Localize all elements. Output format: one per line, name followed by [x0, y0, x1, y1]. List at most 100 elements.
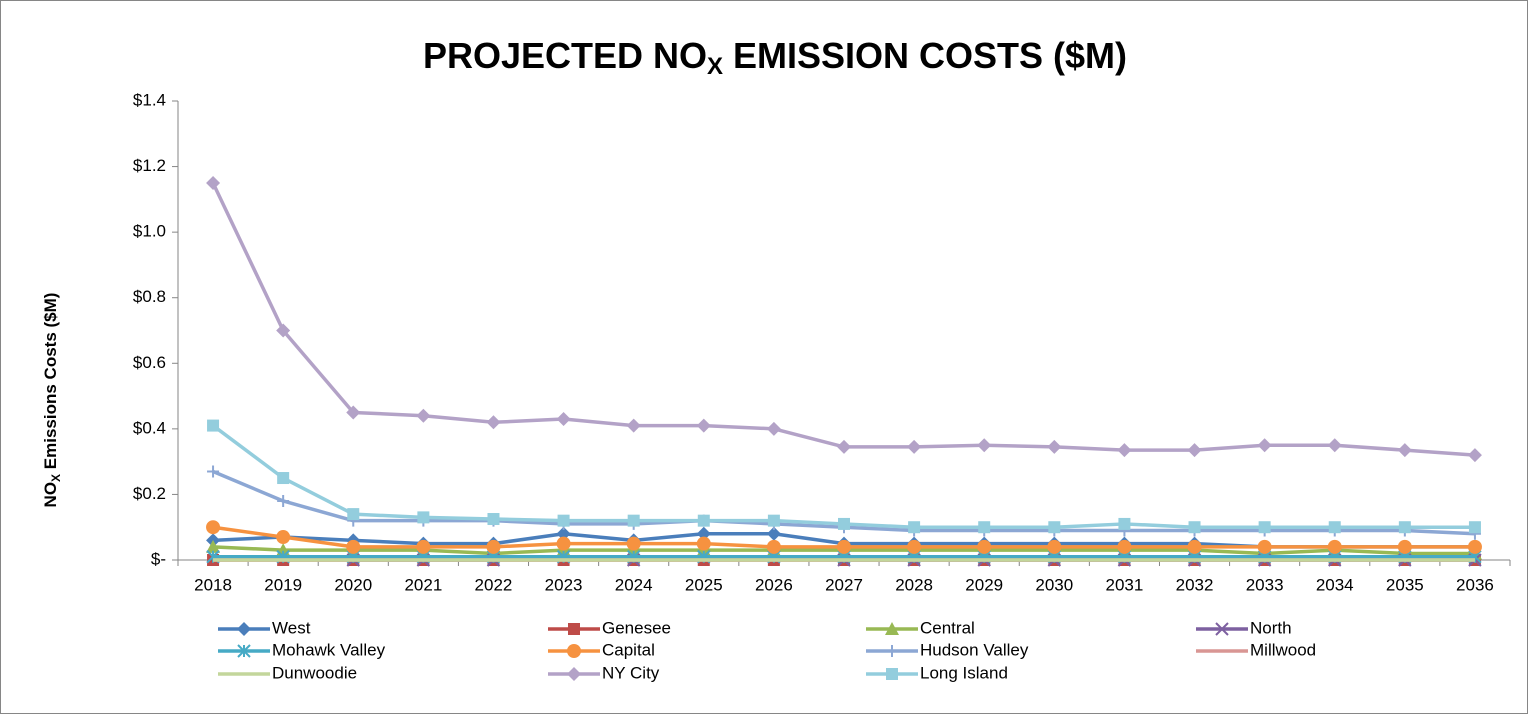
x-tick-label: 2023: [545, 575, 583, 594]
data-point: [1327, 438, 1342, 453]
data-point: [626, 536, 641, 551]
data-point: [767, 514, 780, 527]
x-tick-label: 2028: [895, 575, 933, 594]
data-point: [1187, 539, 1202, 554]
x-tick-label: 2036: [1456, 575, 1494, 594]
legend-marker: [1215, 622, 1229, 636]
data-point: [206, 539, 221, 553]
data-point: [908, 521, 921, 534]
legend-label: Long Island: [920, 663, 1008, 682]
data-point: [1258, 521, 1271, 534]
legend-marker: [237, 622, 251, 636]
y-tick-label: $1.0: [133, 222, 166, 241]
data-point: [837, 439, 851, 454]
data-point: [766, 539, 781, 554]
title-main: PROJECTED NO: [423, 35, 707, 76]
data-point: [697, 514, 710, 527]
data-point: [907, 439, 922, 454]
chart-title: PROJECTED NOX EMISSION COSTS ($M): [423, 35, 1127, 81]
legend-label: Mohawk Valley: [272, 640, 386, 659]
data-point: [207, 419, 220, 432]
data-point: [1118, 517, 1131, 530]
data-point: [346, 539, 361, 554]
title-sub: X: [707, 53, 723, 80]
data-point: [1047, 539, 1062, 554]
data-point: [486, 539, 501, 554]
x-tick-label: 2034: [1316, 575, 1354, 594]
data-point: [557, 514, 570, 527]
data-point: [696, 526, 711, 541]
y-tick-label: $1.4: [133, 90, 166, 109]
data-point: [487, 513, 500, 526]
data-point: [1468, 521, 1481, 534]
legend-label: Capital: [602, 640, 655, 659]
y-tick-label: $1.2: [133, 156, 166, 175]
y-tick-label: $0.6: [133, 353, 166, 372]
legend-marker: [885, 622, 899, 635]
legend-marker: [886, 668, 898, 680]
data-point: [1467, 539, 1482, 554]
x-tick-label: 2031: [1106, 575, 1144, 594]
x-tick-label: 2027: [825, 575, 863, 594]
x-tick-label: 2022: [475, 575, 513, 594]
data-point: [837, 539, 851, 554]
data-point: [346, 405, 361, 420]
data-point: [1187, 443, 1202, 458]
data-point: [1117, 443, 1132, 458]
x-tick-label: 2020: [334, 575, 372, 594]
data-point: [1257, 539, 1272, 554]
data-point: [1328, 521, 1341, 534]
data-point: [277, 472, 290, 485]
data-point: [206, 175, 221, 190]
x-tick-label: 2030: [1035, 575, 1073, 594]
legend-marker: [237, 644, 251, 658]
x-tick-label: 2033: [1246, 575, 1284, 594]
data-point: [766, 526, 781, 541]
data-point: [1327, 539, 1342, 554]
data-point: [417, 511, 430, 524]
y-tick-label: $0.4: [133, 418, 166, 437]
data-point: [977, 539, 992, 554]
data-point: [1397, 539, 1412, 554]
data-point: [276, 530, 291, 545]
x-tick-label: 2024: [615, 575, 653, 594]
legend-marker: [886, 645, 898, 657]
data-point: [416, 539, 431, 554]
data-point: [696, 536, 711, 551]
x-tick-label: 2029: [965, 575, 1003, 594]
y-tick-label: $0.8: [133, 287, 166, 306]
data-point: [347, 508, 360, 521]
data-point: [416, 408, 431, 423]
data-point: [556, 536, 571, 551]
data-point: [978, 521, 991, 534]
data-point: [1397, 443, 1412, 458]
data-point: [1117, 539, 1132, 554]
data-point: [1467, 448, 1482, 463]
data-point: [766, 421, 781, 436]
y-tick-label: $-: [151, 549, 166, 568]
x-tick-label: 2025: [685, 575, 723, 594]
legend-label: Hudson Valley: [920, 640, 1029, 659]
legend-label: Genesee: [602, 618, 671, 637]
legend-label: Dunwoodie: [272, 663, 357, 682]
data-point: [1188, 521, 1201, 534]
data-point: [1398, 521, 1411, 534]
y-axis-label: NOX Emissions Costs ($M): [41, 293, 63, 508]
y-label-main: NO: [41, 482, 60, 508]
y-label-rest: Emissions Costs ($M): [41, 293, 60, 474]
data-point: [207, 465, 220, 478]
x-tick-label: 2035: [1386, 575, 1424, 594]
data-point: [626, 418, 641, 433]
data-point: [277, 494, 290, 507]
legend-label: NY City: [602, 663, 660, 682]
data-point: [907, 539, 922, 554]
x-tick-label: 2032: [1176, 575, 1214, 594]
legend-label: West: [272, 618, 311, 637]
legend-label: Central: [920, 618, 975, 637]
legend-label: Millwood: [1250, 640, 1316, 659]
data-point: [556, 412, 571, 427]
legend-marker: [567, 667, 581, 681]
x-tick-label: 2021: [404, 575, 442, 594]
